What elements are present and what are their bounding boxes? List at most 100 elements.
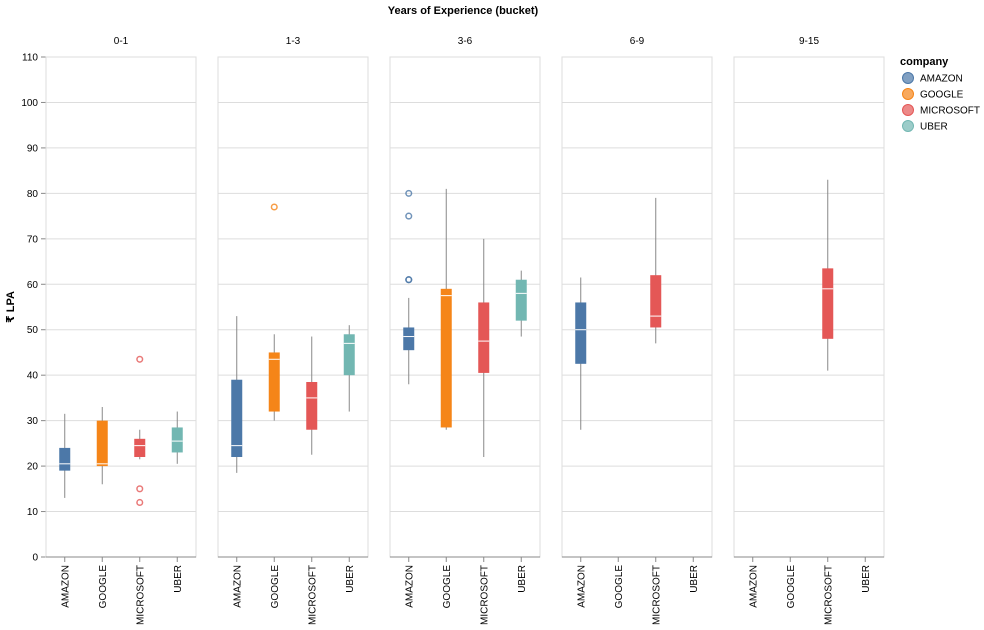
y-tick-label-110: 110	[22, 53, 38, 64]
legend-swatch-microsoft	[902, 104, 914, 116]
facet-1-3: 1-3 AMAZON GOOGLE MICROSOFT UBER	[217, 36, 369, 625]
outlier-point	[136, 485, 144, 493]
legend-item-uber[interactable]: UBER	[902, 120, 948, 133]
y-tick-label-80: 80	[27, 189, 39, 200]
x-tick-label-amazon: AMAZON	[404, 565, 415, 608]
y-axis: 0 10 20 30 40 50 60 70 80 90 100 110	[21, 53, 47, 564]
y-tick-label-10: 10	[27, 507, 39, 518]
box-9-15-microsoft[interactable]	[822, 179, 834, 371]
y-tick-label-40: 40	[27, 371, 39, 382]
legend-label-amazon: AMAZON	[920, 74, 963, 85]
box-0-1-amazon[interactable]	[59, 413, 71, 498]
box-iqr	[306, 382, 318, 430]
box-1-3-uber[interactable]	[343, 325, 355, 412]
x-tick-label-microsoft: MICROSOFT	[823, 565, 834, 625]
x-tick-label-amazon: AMAZON	[232, 565, 243, 608]
box-3-6-uber[interactable]	[515, 270, 527, 337]
facet-label-1-3: 1-3	[286, 36, 301, 47]
facet-0-1: 0-1 AMAZON GOOGLE MICROSOFT UBER	[45, 36, 197, 625]
legend-item-google[interactable]: GOOGLE	[902, 88, 964, 101]
legend-swatch-amazon	[902, 72, 914, 84]
box-iqr	[515, 279, 527, 321]
legend-label-microsoft: MICROSOFT	[920, 106, 980, 117]
y-tick-label-100: 100	[21, 98, 38, 109]
legend[interactable]: company AMAZON GOOGLE MICROSOFT UBER	[900, 56, 980, 133]
legend-title: company	[900, 56, 949, 68]
box-0-1-google[interactable]	[96, 407, 108, 485]
box-0-1-uber[interactable]	[171, 411, 183, 464]
box-iqr	[343, 334, 355, 376]
y-axis-title: ₹ LPA	[5, 291, 17, 323]
y-tick-label-70: 70	[27, 234, 39, 245]
box-iqr	[650, 275, 662, 328]
outlier-point	[405, 276, 413, 284]
box-iqr	[59, 447, 71, 471]
y-tick-label-30: 30	[27, 416, 39, 427]
box-iqr	[96, 420, 108, 467]
x-tick-label-google: GOOGLE	[614, 565, 625, 609]
outlier-point	[405, 189, 413, 197]
box-iqr	[134, 438, 146, 457]
legend-swatch-google	[902, 88, 914, 100]
facet-6-9: 6-9 AMAZON GOOGLE MICROSOFT UBER	[561, 36, 713, 625]
box-1-3-microsoft[interactable]	[306, 336, 318, 455]
y-tick-label-20: 20	[27, 462, 39, 473]
legend-swatch-uber	[902, 120, 914, 132]
facet-3-6: 3-6 AMAZON GOOGLE MICROSOFT UBER	[389, 36, 541, 625]
outlier-point	[136, 355, 144, 363]
box-0-1-microsoft[interactable]	[134, 355, 146, 507]
box-3-6-amazon[interactable]	[403, 189, 415, 385]
box-6-9-amazon[interactable]	[575, 277, 587, 430]
x-tick-label-uber: UBER	[689, 565, 700, 593]
box-iqr	[268, 352, 280, 412]
x-tick-label-amazon: AMAZON	[576, 565, 587, 608]
legend-item-amazon[interactable]: AMAZON	[902, 72, 963, 85]
facet-label-0-1: 0-1	[114, 36, 129, 47]
facet-9-15: 9-15 AMAZON GOOGLE MICROSOFT UBER	[733, 36, 885, 625]
x-tick-label-microsoft: MICROSOFT	[651, 565, 662, 625]
box-1-3-amazon[interactable]	[231, 316, 243, 473]
x-tick-label-google: GOOGLE	[98, 565, 109, 609]
y-tick-label-50: 50	[27, 325, 39, 336]
facet-label-6-9: 6-9	[630, 36, 645, 47]
box-iqr	[231, 379, 243, 457]
y-tick-label-0: 0	[32, 553, 38, 564]
x-tick-label-uber: UBER	[345, 565, 356, 593]
box-iqr	[478, 302, 490, 373]
outlier-point	[136, 498, 144, 507]
box-iqr	[575, 302, 587, 364]
facet-panel-frame	[45, 56, 197, 558]
outlier-point	[270, 203, 278, 211]
x-tick-label-microsoft: MICROSOFT	[479, 565, 490, 625]
legend-item-microsoft[interactable]: MICROSOFT	[902, 104, 981, 117]
box-iqr	[171, 427, 183, 453]
x-tick-label-microsoft: MICROSOFT	[135, 565, 146, 625]
outlier-point	[405, 212, 413, 220]
x-tick-label-amazon: AMAZON	[60, 565, 71, 608]
box-3-6-google[interactable]	[440, 188, 452, 430]
facet-label-3-6: 3-6	[458, 36, 473, 47]
box-6-9-microsoft[interactable]	[650, 197, 662, 344]
x-tick-label-uber: UBER	[173, 565, 184, 593]
x-tick-label-amazon: AMAZON	[748, 565, 759, 608]
x-tick-label-google: GOOGLE	[270, 565, 281, 609]
x-tick-label-microsoft: MICROSOFT	[307, 565, 318, 625]
x-tick-label-uber: UBER	[517, 565, 528, 593]
x-tick-label-google: GOOGLE	[786, 565, 797, 609]
facet-panels: 0 10 20 30 40 50 60 70 80 90 100 110 0-1 AMAZON GOOGLE…	[21, 36, 885, 625]
y-tick-label-90: 90	[27, 143, 39, 154]
legend-label-google: GOOGLE	[920, 90, 964, 101]
box-3-6-microsoft[interactable]	[478, 238, 490, 457]
box-iqr	[822, 268, 834, 339]
facet-panel-frame	[217, 56, 369, 558]
legend-label-uber: UBER	[920, 122, 948, 133]
chart-title: Years of Experience (bucket)	[388, 5, 539, 17]
box-iqr	[440, 288, 452, 428]
x-tick-label-google: GOOGLE	[442, 565, 453, 609]
box-1-3-google[interactable]	[268, 203, 280, 421]
facet-panel-frame	[733, 56, 885, 558]
x-tick-label-uber: UBER	[861, 565, 872, 593]
y-tick-label-60: 60	[27, 280, 39, 291]
facet-label-9-15: 9-15	[799, 36, 819, 47]
